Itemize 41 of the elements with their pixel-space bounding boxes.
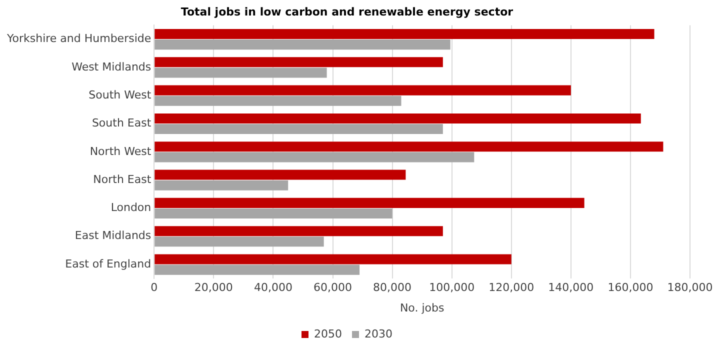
y-tick-label: South East bbox=[92, 116, 152, 130]
x-tick-label: 20,000 bbox=[194, 281, 233, 294]
x-tick-label: 120,000 bbox=[488, 281, 534, 294]
bar bbox=[154, 28, 654, 40]
bar bbox=[154, 85, 571, 96]
bar bbox=[154, 96, 402, 106]
y-tick-label: South West bbox=[88, 88, 152, 102]
y-tick-label: North East bbox=[93, 172, 152, 186]
x-tick-label: 160,000 bbox=[608, 281, 654, 294]
bar bbox=[154, 142, 664, 152]
x-tick-label: 0 bbox=[150, 281, 158, 294]
y-tick-label: West Midlands bbox=[72, 60, 152, 74]
bar bbox=[154, 208, 392, 219]
x-tick-label: 140,000 bbox=[548, 281, 594, 294]
y-tick-label: Yorkshire and Humberside bbox=[6, 32, 152, 46]
x-tick-label: 80,000 bbox=[373, 281, 412, 294]
legend-label: 2030 bbox=[364, 327, 392, 340]
x-tick-label: 180,000 bbox=[667, 281, 713, 294]
bar bbox=[154, 254, 512, 264]
y-tick-label: East of England bbox=[65, 257, 152, 270]
bar bbox=[154, 113, 641, 124]
y-tick-label: East Midlands bbox=[74, 229, 152, 242]
y-tick-label: London bbox=[110, 201, 152, 214]
bar bbox=[154, 264, 360, 275]
bar bbox=[154, 40, 450, 50]
bar bbox=[154, 124, 443, 134]
bar bbox=[154, 170, 406, 180]
bar bbox=[154, 198, 584, 208]
x-tick-label: 60,000 bbox=[314, 281, 352, 294]
chart-title: Total jobs in low carbon and renewable energy sector bbox=[180, 5, 514, 18]
bar bbox=[154, 152, 474, 162]
x-tick-label: 40,000 bbox=[254, 281, 292, 294]
x-tick-label: 100,000 bbox=[429, 281, 475, 294]
bar bbox=[154, 226, 443, 236]
bar bbox=[154, 68, 327, 78]
bar bbox=[154, 236, 324, 247]
bar bbox=[154, 57, 443, 68]
y-tick-label: North West bbox=[90, 144, 152, 158]
x-axis-title: No. jobs bbox=[400, 301, 444, 314]
legend-label: 2050 bbox=[314, 327, 342, 340]
bar bbox=[154, 180, 288, 190]
